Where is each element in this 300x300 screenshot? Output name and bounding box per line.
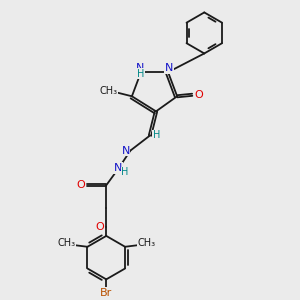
Text: O: O (96, 223, 105, 232)
Text: N: N (136, 63, 145, 73)
Text: CH₃: CH₃ (57, 238, 75, 248)
Text: N: N (164, 63, 173, 73)
Text: CH₃: CH₃ (137, 238, 155, 248)
Text: CH₃: CH₃ (99, 86, 117, 97)
Text: H: H (153, 130, 160, 140)
Text: N: N (113, 163, 122, 173)
Text: H: H (137, 69, 144, 79)
Text: H: H (121, 167, 129, 177)
Text: N: N (122, 146, 130, 156)
Text: O: O (76, 180, 85, 190)
Text: Br: Br (100, 288, 112, 298)
Text: O: O (194, 90, 203, 100)
